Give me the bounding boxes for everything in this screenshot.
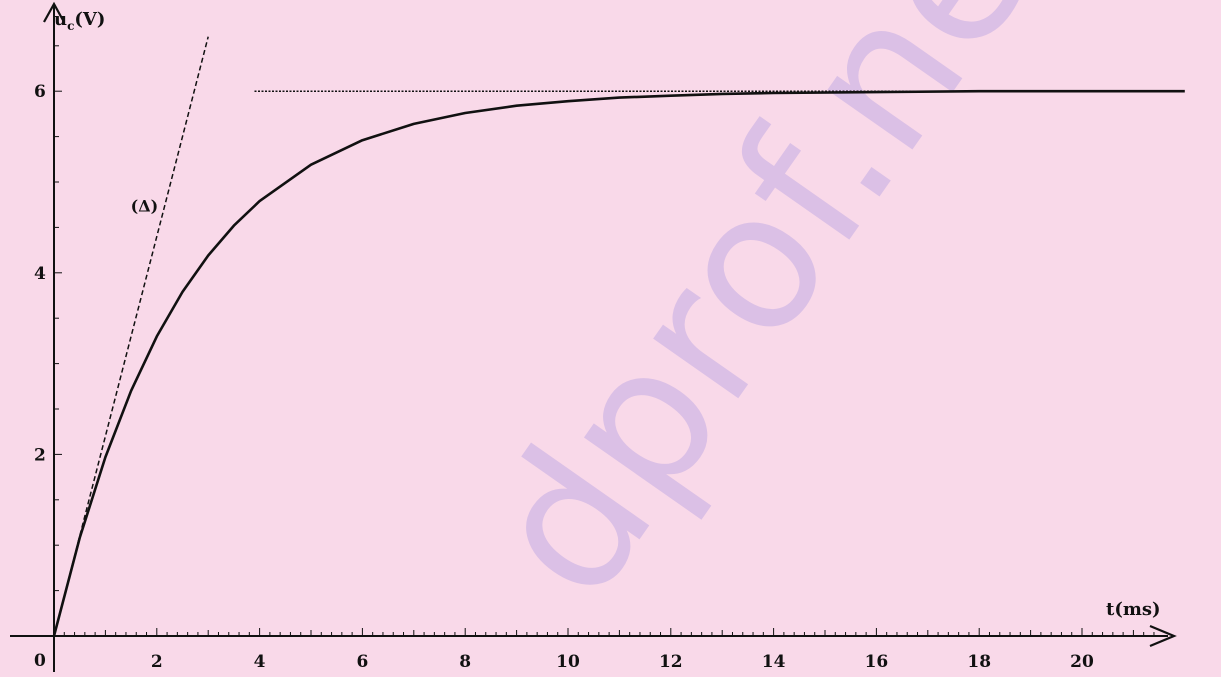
y-tick-label: 2 (34, 445, 46, 465)
tangent-line (53, 36, 209, 637)
series-layer: (Δ) (52, 36, 1185, 637)
x-tick-label: 2 (151, 652, 163, 672)
x-tick-label: 14 (762, 652, 786, 672)
x-axis-arrow (1149, 624, 1177, 648)
x-tick-label: 4 (254, 652, 266, 672)
x-tick-label: 12 (659, 652, 683, 672)
y-tick-label: 4 (34, 264, 46, 284)
y-tick-label: 6 (34, 82, 46, 102)
tangent-label: (Δ) (131, 197, 159, 216)
x-tick-label: 20 (1070, 652, 1094, 672)
origin-label: 0 (34, 651, 46, 671)
y-axis-title: uc(V) (54, 9, 105, 33)
x-tick-label: 16 (865, 652, 889, 672)
x-tick-label: 18 (967, 652, 991, 672)
charge-curve (52, 89, 1185, 637)
axes: 2 4 6 8 10 12 14 16 18 20 2 4 6 (10, 1, 1177, 672)
y-axis-arrow (43, 1, 65, 23)
watermark: dprof.net (446, 0, 1118, 636)
x-tick-label: 8 (459, 652, 471, 672)
x-tick-label: 6 (356, 652, 368, 672)
x-tick-label: 10 (556, 652, 580, 672)
x-axis-title: t(ms) (1106, 599, 1161, 620)
labels: uc(V) t(ms) 0 (34, 9, 1161, 671)
